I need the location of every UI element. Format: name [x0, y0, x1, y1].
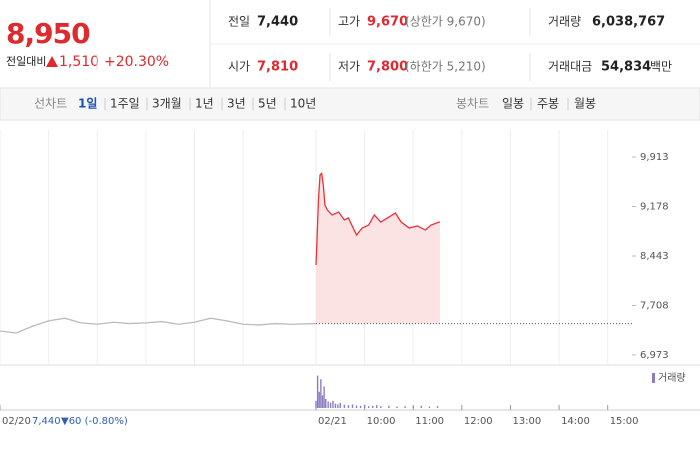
- legend-label: 거래량: [658, 372, 686, 384]
- volume-bar: [316, 375, 319, 408]
- legend-swatch: [652, 373, 655, 383]
- volume-bar: [334, 403, 337, 408]
- x-tick-label: 02/20: [2, 416, 31, 427]
- volume-bar: [355, 405, 358, 408]
- period-tab[interactable]: 1년: [195, 97, 214, 111]
- volume-bar: [318, 391, 320, 408]
- current-price: 8,950: [6, 17, 90, 50]
- x-tick-label: 10:00: [367, 416, 396, 427]
- stat-label: 시가: [228, 60, 250, 74]
- volume-bar: [337, 404, 339, 408]
- y-tick-label: 9,913: [640, 152, 669, 163]
- stat-label: 고가: [338, 15, 360, 29]
- candle-tab[interactable]: 주봉: [537, 97, 559, 111]
- area-fill: [316, 173, 440, 324]
- up-arrow: [46, 56, 58, 67]
- volume-bar: [347, 405, 350, 408]
- change-pct: +20.30%: [104, 54, 169, 70]
- y-tick-label: 7,708: [640, 301, 669, 312]
- change-label: 전일대비: [6, 54, 46, 68]
- volume-bar: [420, 405, 423, 408]
- volume-bar: [359, 405, 362, 408]
- period-tab[interactable]: 1일: [78, 97, 97, 111]
- x-tick-label: 02/21: [318, 416, 347, 427]
- candle-tab[interactable]: 월봉: [574, 97, 596, 111]
- price-line: [0, 317, 317, 334]
- volume-bar: [412, 406, 414, 408]
- tab-group-label: 선차트: [34, 97, 67, 111]
- stat-label: 거래대금: [548, 60, 592, 74]
- volume-bar: [367, 406, 370, 408]
- tab-bar: [0, 87, 700, 121]
- change: 1,510: [59, 54, 99, 70]
- stat-value: 54,834: [601, 60, 651, 75]
- stat-value: 7,440: [257, 15, 298, 30]
- stat-value: 7,800: [367, 60, 408, 75]
- stat-note: (상한가 9,670): [405, 15, 486, 29]
- volume-bar: [436, 406, 439, 408]
- x-tick-label: 12:00: [464, 416, 493, 427]
- volume-bar: [376, 405, 378, 408]
- volume-bar: [396, 406, 398, 408]
- volume-bar: [315, 400, 317, 408]
- prev-close: 7,440: [32, 416, 61, 427]
- period-tab[interactable]: 3년: [227, 97, 246, 111]
- y-tick-label: 9,178: [640, 202, 669, 213]
- volume-bar: [428, 406, 431, 408]
- volume-bar: [329, 402, 332, 408]
- stat-label: 저가: [338, 60, 360, 74]
- stat-value: 9,670: [367, 15, 408, 30]
- x-tick-label: 15:00: [610, 416, 639, 427]
- period-tab[interactable]: 5년: [258, 97, 277, 111]
- prev-change: ▼60 (-0.80%): [61, 416, 128, 427]
- stat-value: 7,810: [257, 60, 298, 75]
- stat-unit: 백만: [650, 60, 672, 74]
- y-tick-label: 8,443: [640, 251, 669, 262]
- price-line: [315, 171, 441, 266]
- volume-bar: [339, 402, 342, 408]
- volume-bar: [388, 405, 390, 408]
- period-tab[interactable]: 10년: [290, 97, 316, 111]
- period-tab[interactable]: 1주일: [110, 97, 140, 111]
- tab-group-label: 봉차트: [456, 97, 489, 111]
- volume-bar: [380, 406, 382, 408]
- x-tick-label: 11:00: [415, 416, 444, 427]
- y-tick-label: 6,973: [640, 350, 669, 361]
- stat-value: 6,038,767: [592, 15, 665, 30]
- volume-bar: [325, 399, 327, 408]
- x-tick-label: 13:00: [512, 416, 541, 427]
- stat-label: 전일: [228, 15, 250, 29]
- volume-bar: [343, 404, 346, 408]
- period-tab[interactable]: 3개월: [152, 97, 182, 111]
- stat-label: 거래량: [548, 15, 581, 29]
- volume-bar: [320, 379, 322, 408]
- volume-bar: [372, 405, 374, 408]
- volume-bar: [321, 395, 324, 408]
- stat-note: (하한가 5,210): [405, 60, 486, 74]
- candle-tab[interactable]: 일봉: [502, 97, 524, 111]
- volume-bar: [332, 400, 334, 408]
- x-tick-label: 14:00: [561, 416, 590, 427]
- volume-bar: [404, 406, 406, 408]
- volume-bar: [327, 401, 329, 408]
- volume-bar: [351, 404, 354, 408]
- volume-bar: [323, 386, 325, 408]
- volume-bar: [363, 404, 366, 408]
